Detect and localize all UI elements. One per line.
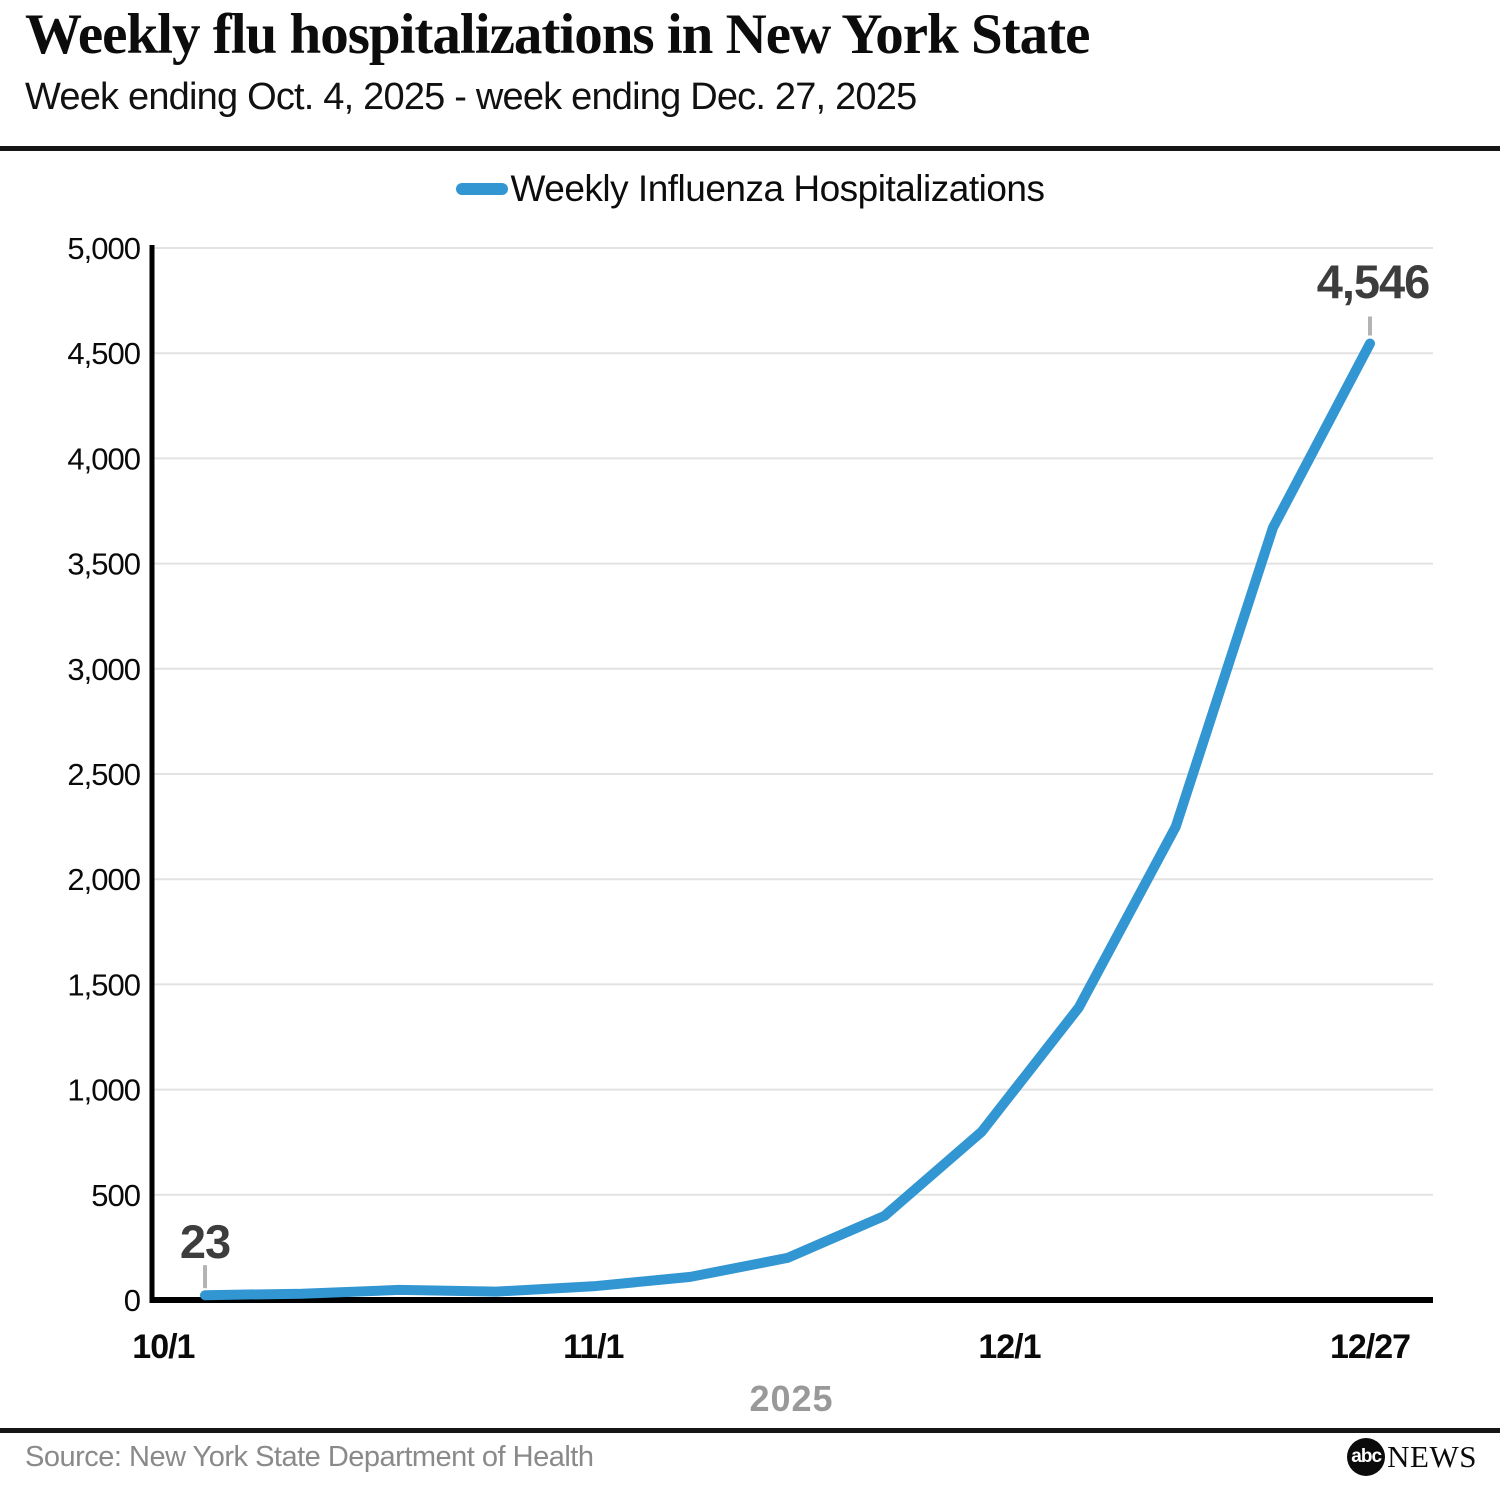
first-point-value-label: 23	[179, 1215, 231, 1268]
chart-title: Weekly flu hospitalizations in New York …	[25, 3, 1090, 66]
x-tick-label: 10/1	[132, 1328, 194, 1366]
x-tick-label: 12/1	[978, 1328, 1040, 1366]
y-tick-label: 0	[124, 1283, 141, 1318]
first-point-callout-tick	[203, 1265, 208, 1289]
abc-news-logo: abc NEWS	[1347, 1438, 1477, 1476]
y-tick-label: 500	[91, 1178, 140, 1213]
legend-label: Weekly Influenza Hospitalizations	[510, 168, 1045, 209]
source-credit: Source: New York State Department of Hea…	[25, 1441, 594, 1473]
news-wordmark: NEWS	[1387, 1439, 1477, 1474]
x-tick-label: 11/1	[563, 1328, 623, 1366]
abc-logo-icon: abc	[1347, 1438, 1386, 1476]
legend: Weekly Influenza Hospitalizations	[0, 168, 1500, 210]
x-axis-title: 2025	[749, 1378, 834, 1419]
last-point-callout-tick	[1368, 316, 1373, 336]
y-tick-label: 4,500	[67, 336, 140, 371]
y-tick-label: 1,000	[67, 1073, 140, 1108]
x-tick-label: 12/27	[1330, 1328, 1410, 1366]
chart-subtitle: Week ending Oct. 4, 2025 - week ending D…	[25, 76, 917, 118]
y-tick-label: 3,000	[67, 652, 140, 687]
data-line	[200, 338, 1375, 1301]
y-tick-label: 5,000	[67, 231, 140, 266]
y-tick-label: 3,500	[67, 547, 140, 582]
y-tick-label: 2,000	[67, 862, 140, 897]
legend-line-swatch	[455, 183, 508, 195]
y-tick-label: 2,500	[67, 757, 140, 792]
last-point-value-label: 4,546	[1316, 255, 1431, 308]
header-divider	[0, 146, 1500, 151]
footer-divider	[0, 1428, 1500, 1433]
y-tick-label: 1,500	[67, 967, 140, 1002]
y-tick-label: 4,000	[67, 441, 140, 476]
